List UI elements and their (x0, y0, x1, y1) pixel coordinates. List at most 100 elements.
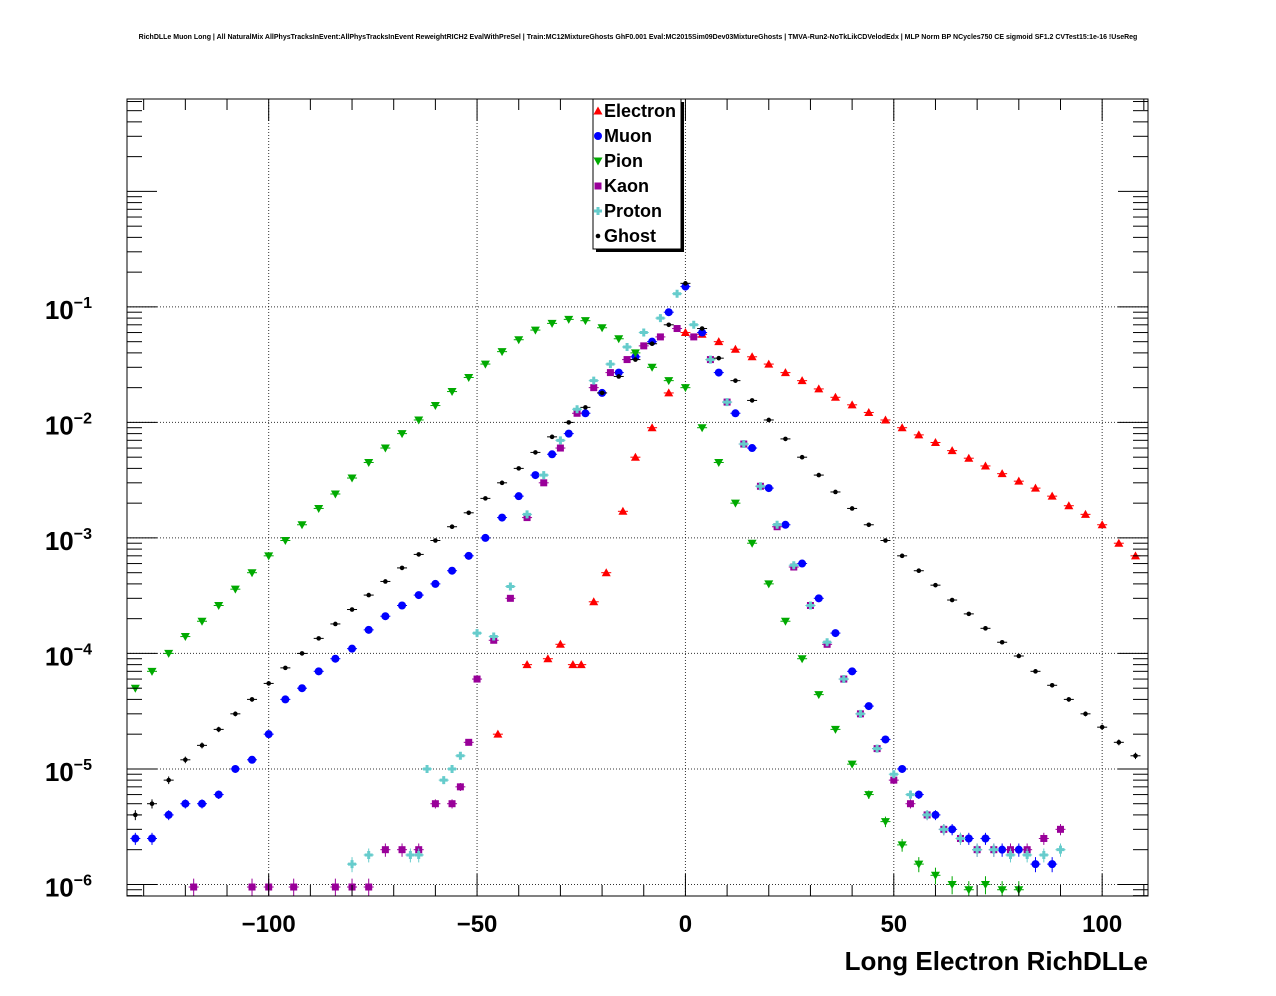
data-point (766, 417, 772, 423)
data-point (197, 617, 207, 626)
data-point (789, 561, 798, 570)
data-point (398, 846, 406, 854)
data-point (248, 883, 256, 891)
data-point (656, 333, 664, 341)
data-point (999, 639, 1005, 645)
data-point (680, 328, 690, 337)
data-point (398, 601, 407, 610)
data-point (780, 617, 790, 626)
legend-marker-electron (593, 106, 603, 115)
data-point (639, 328, 648, 337)
data-point (799, 454, 805, 460)
data-point (980, 461, 990, 470)
data-point (506, 582, 515, 591)
data-point (773, 520, 782, 529)
data-point (214, 790, 223, 799)
data-point (522, 660, 532, 669)
data-point (633, 357, 638, 362)
data-point (216, 727, 221, 732)
data-point (566, 420, 572, 425)
data-point (1066, 697, 1072, 702)
data-point (630, 452, 640, 461)
legend-marker-proton (594, 207, 602, 215)
data-point (997, 469, 1007, 478)
data-point (1133, 753, 1138, 759)
data-point (414, 850, 423, 859)
data-point (881, 735, 890, 744)
data-point (947, 880, 957, 889)
data-point (180, 633, 190, 642)
data-point (581, 409, 590, 418)
legend-marker-pion (593, 157, 603, 166)
data-point (1116, 740, 1122, 745)
data-point (830, 392, 840, 401)
x-tick-label: −100 (242, 911, 296, 938)
data-point (406, 850, 415, 859)
data-point (866, 522, 872, 528)
data-point (266, 681, 271, 686)
data-point (516, 466, 522, 471)
data-point (431, 800, 439, 808)
data-point (714, 337, 724, 346)
data-point (480, 360, 490, 369)
data-point (614, 335, 624, 344)
data-point (739, 440, 748, 449)
plot-title: RichDLLe Muon Long | All NaturalMix AllP… (138, 34, 1138, 41)
data-point (514, 492, 523, 501)
data-point (664, 308, 673, 317)
y-tick-label: 10−5 (45, 757, 92, 787)
data-point (214, 602, 224, 611)
data-point (898, 764, 907, 773)
axes: −100 −50 0 50 100 10−1 10−2 10−3 10−4 10−5 10−6 (45, 99, 1148, 938)
data-point (166, 777, 171, 783)
data-point (997, 886, 1007, 895)
data-point (706, 355, 715, 364)
data-point (331, 654, 340, 663)
data-point (531, 471, 540, 480)
data-point (597, 324, 607, 333)
data-point (164, 649, 174, 658)
grid-lines (127, 99, 1148, 896)
data-point (365, 883, 373, 891)
data-point (583, 405, 588, 410)
data-point (823, 638, 832, 647)
data-point (399, 565, 405, 571)
data-point (1014, 476, 1024, 485)
legend-label-electron: Electron (604, 101, 676, 121)
data-point (839, 675, 848, 684)
data-point (747, 539, 757, 548)
data-point (514, 336, 524, 345)
data-point (814, 594, 823, 603)
data-point (264, 730, 273, 739)
data-point (1014, 845, 1023, 854)
data-point (880, 415, 890, 424)
data-point (530, 326, 540, 335)
data-point (576, 660, 586, 669)
data-point (447, 388, 457, 397)
data-point (698, 328, 707, 337)
data-point (548, 450, 557, 459)
data-point (1030, 483, 1040, 492)
data-point (889, 770, 898, 779)
data-point (673, 289, 682, 298)
data-point (1023, 850, 1032, 859)
data-point (464, 551, 473, 560)
data-point (697, 424, 707, 433)
data-point (148, 834, 157, 843)
data-point (556, 444, 564, 452)
data-point (380, 444, 390, 453)
data-point (198, 799, 207, 808)
data-point (683, 281, 688, 286)
series-proton (347, 289, 1066, 873)
data-point (649, 341, 655, 347)
data-point (623, 356, 631, 364)
data-point (916, 568, 922, 574)
data-point (830, 725, 840, 734)
data-point (781, 520, 790, 529)
legend-marker-ghost (595, 233, 601, 239)
data-point (814, 384, 824, 393)
data-point (564, 315, 574, 324)
data-point (998, 845, 1007, 854)
data-point (281, 695, 290, 704)
data-point (673, 325, 681, 333)
